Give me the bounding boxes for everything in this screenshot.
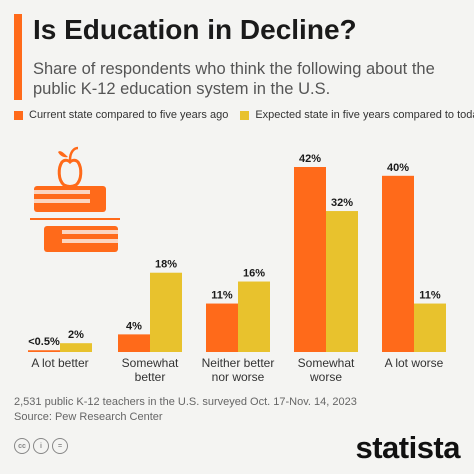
value-label-expected-0: 2% <box>68 329 84 341</box>
value-label-expected-1: 18% <box>155 259 177 271</box>
category-label-0: A lot better <box>31 356 88 370</box>
page-title: Is Education in Decline? <box>33 14 357 45</box>
category-labels-group: A lot better Somewhat better Neither better… <box>31 356 443 384</box>
bar-current-0 <box>28 350 60 352</box>
bar-expected-3 <box>326 211 358 352</box>
no-derivatives-icon[interactable]: = <box>52 438 68 454</box>
creative-commons-icon[interactable]: cc <box>14 438 30 454</box>
category-label-4: A lot worse <box>385 356 444 370</box>
footer: cc i = statista <box>0 430 474 474</box>
statista-logo[interactable]: statista <box>355 430 460 465</box>
legend-item-current: Current state compared to five years ago <box>14 109 228 121</box>
legend-label-current: Current state compared to five years ago <box>29 109 229 121</box>
bar-current-2 <box>206 303 238 352</box>
bar-current-3 <box>294 167 326 352</box>
bar-current-1 <box>118 334 150 352</box>
bar-expected-4 <box>414 303 446 352</box>
category-label-1: Somewhat better <box>122 356 179 384</box>
value-label-current-1: 4% <box>126 320 142 332</box>
title-accent-bar <box>14 14 22 100</box>
value-label-expected-2: 16% <box>243 268 265 280</box>
legend-item-expected: Expected state in five years compared to… <box>240 109 474 121</box>
value-label-current-0: <0.5% <box>28 336 60 348</box>
legend-swatch-expected <box>240 110 250 120</box>
bar-expected-0 <box>60 343 92 352</box>
value-labels-group: <0.5% 2% 4% 18% 11% 16% 42% 32% 40% 11% <box>28 153 441 348</box>
page-subtitle: Share of respondents who think the follo… <box>33 60 435 98</box>
bar-expected-2 <box>238 281 270 352</box>
license-icons: cc i = <box>14 438 71 454</box>
bars-group <box>28 167 446 352</box>
value-label-expected-3: 32% <box>331 197 353 209</box>
bar-current-4 <box>382 175 414 352</box>
value-label-current-2: 11% <box>211 290 233 302</box>
footnote: 2,531 public K-12 teachers in the U.S. s… <box>14 395 357 425</box>
value-label-current-4: 40% <box>387 162 409 174</box>
legend-swatch-current <box>14 110 23 120</box>
books-apple-illustration <box>30 146 120 252</box>
chart-legend: Current state compared to five years ago… <box>14 109 474 121</box>
category-label-2: Neither better nor worse <box>202 356 275 384</box>
source-note: Source: Pew Research Center <box>14 411 163 423</box>
value-label-expected-4: 11% <box>419 290 441 302</box>
survey-note: 2,531 public K-12 teachers in the U.S. s… <box>14 396 357 408</box>
value-label-current-3: 42% <box>299 153 321 165</box>
bar-expected-1 <box>150 272 182 352</box>
legend-label-expected: Expected state in five years compared to… <box>255 109 474 121</box>
attribution-icon[interactable]: i <box>33 438 49 454</box>
category-label-3: Somewhat worse <box>298 356 355 384</box>
